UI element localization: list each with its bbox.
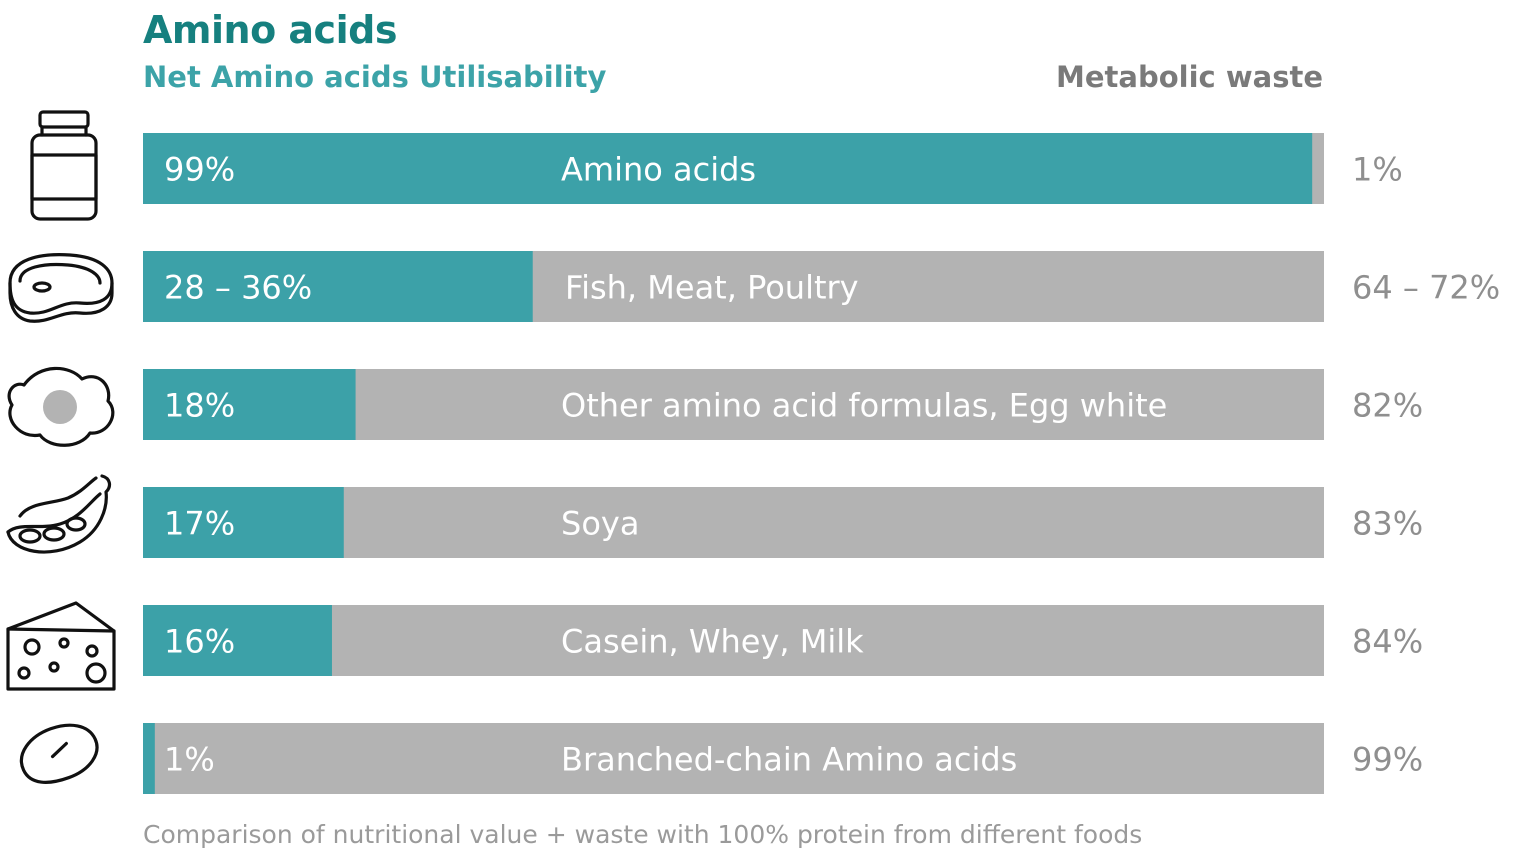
bar-utilisability-segment [143, 605, 332, 676]
bars-layer: 99% Amino acids 1% 28 – 36% Fish, Meat, Poul… [143, 133, 1500, 794]
bar-waste-label: 1% [1352, 151, 1403, 189]
chart-title: Amino acids [143, 8, 397, 52]
bar-utilisability-label: 1% [164, 741, 215, 779]
bar-category-label: Soya [561, 505, 639, 543]
bar-utilisability-label: 17% [164, 505, 235, 543]
bar-utilisability-segment [143, 723, 155, 794]
utilisability-header: Net Amino acids Utilisability [143, 60, 607, 94]
bar-category-label: Branched-chain Amino acids [561, 741, 1017, 779]
bar-utilisability-segment [143, 487, 344, 558]
bar-waste-segment [143, 723, 1324, 794]
bar-utilisability-segment [143, 251, 533, 322]
bar-waste-label: 84% [1352, 623, 1423, 661]
bar-category-label: Fish, Meat, Poultry [565, 269, 859, 307]
bar-utilisability-label: 99% [164, 151, 235, 189]
bean-icon [20, 723, 99, 784]
chart-caption: Comparison of nutritional value + waste … [143, 820, 1143, 849]
bar-waste-label: 99% [1352, 741, 1423, 779]
bar-category-label: Other amino acid formulas, Egg white [561, 387, 1167, 425]
bar-utilisability-label: 18% [164, 387, 235, 425]
supplement-bottle-icon [30, 110, 98, 221]
steak-icon [8, 253, 114, 323]
cheese-icon [6, 601, 116, 691]
bar-waste-label: 83% [1352, 505, 1423, 543]
bar-utilisability-segment [143, 369, 356, 440]
metabolic-waste-header: Metabolic waste [1056, 60, 1323, 94]
bar-utilisability-label: 16% [164, 623, 235, 661]
fried-egg-icon [7, 366, 115, 447]
bar-utilisability-label: 28 – 36% [164, 269, 312, 307]
bar-category-label: Casein, Whey, Milk [561, 623, 864, 661]
bar-category-label: Amino acids [561, 151, 756, 189]
bar-waste-label: 82% [1352, 387, 1423, 425]
bar-waste-label: 64 – 72% [1352, 269, 1500, 307]
bar-waste-segment [143, 605, 1324, 676]
bar-utilisability-segment [143, 133, 1313, 204]
soybean-pod-icon [6, 474, 112, 554]
